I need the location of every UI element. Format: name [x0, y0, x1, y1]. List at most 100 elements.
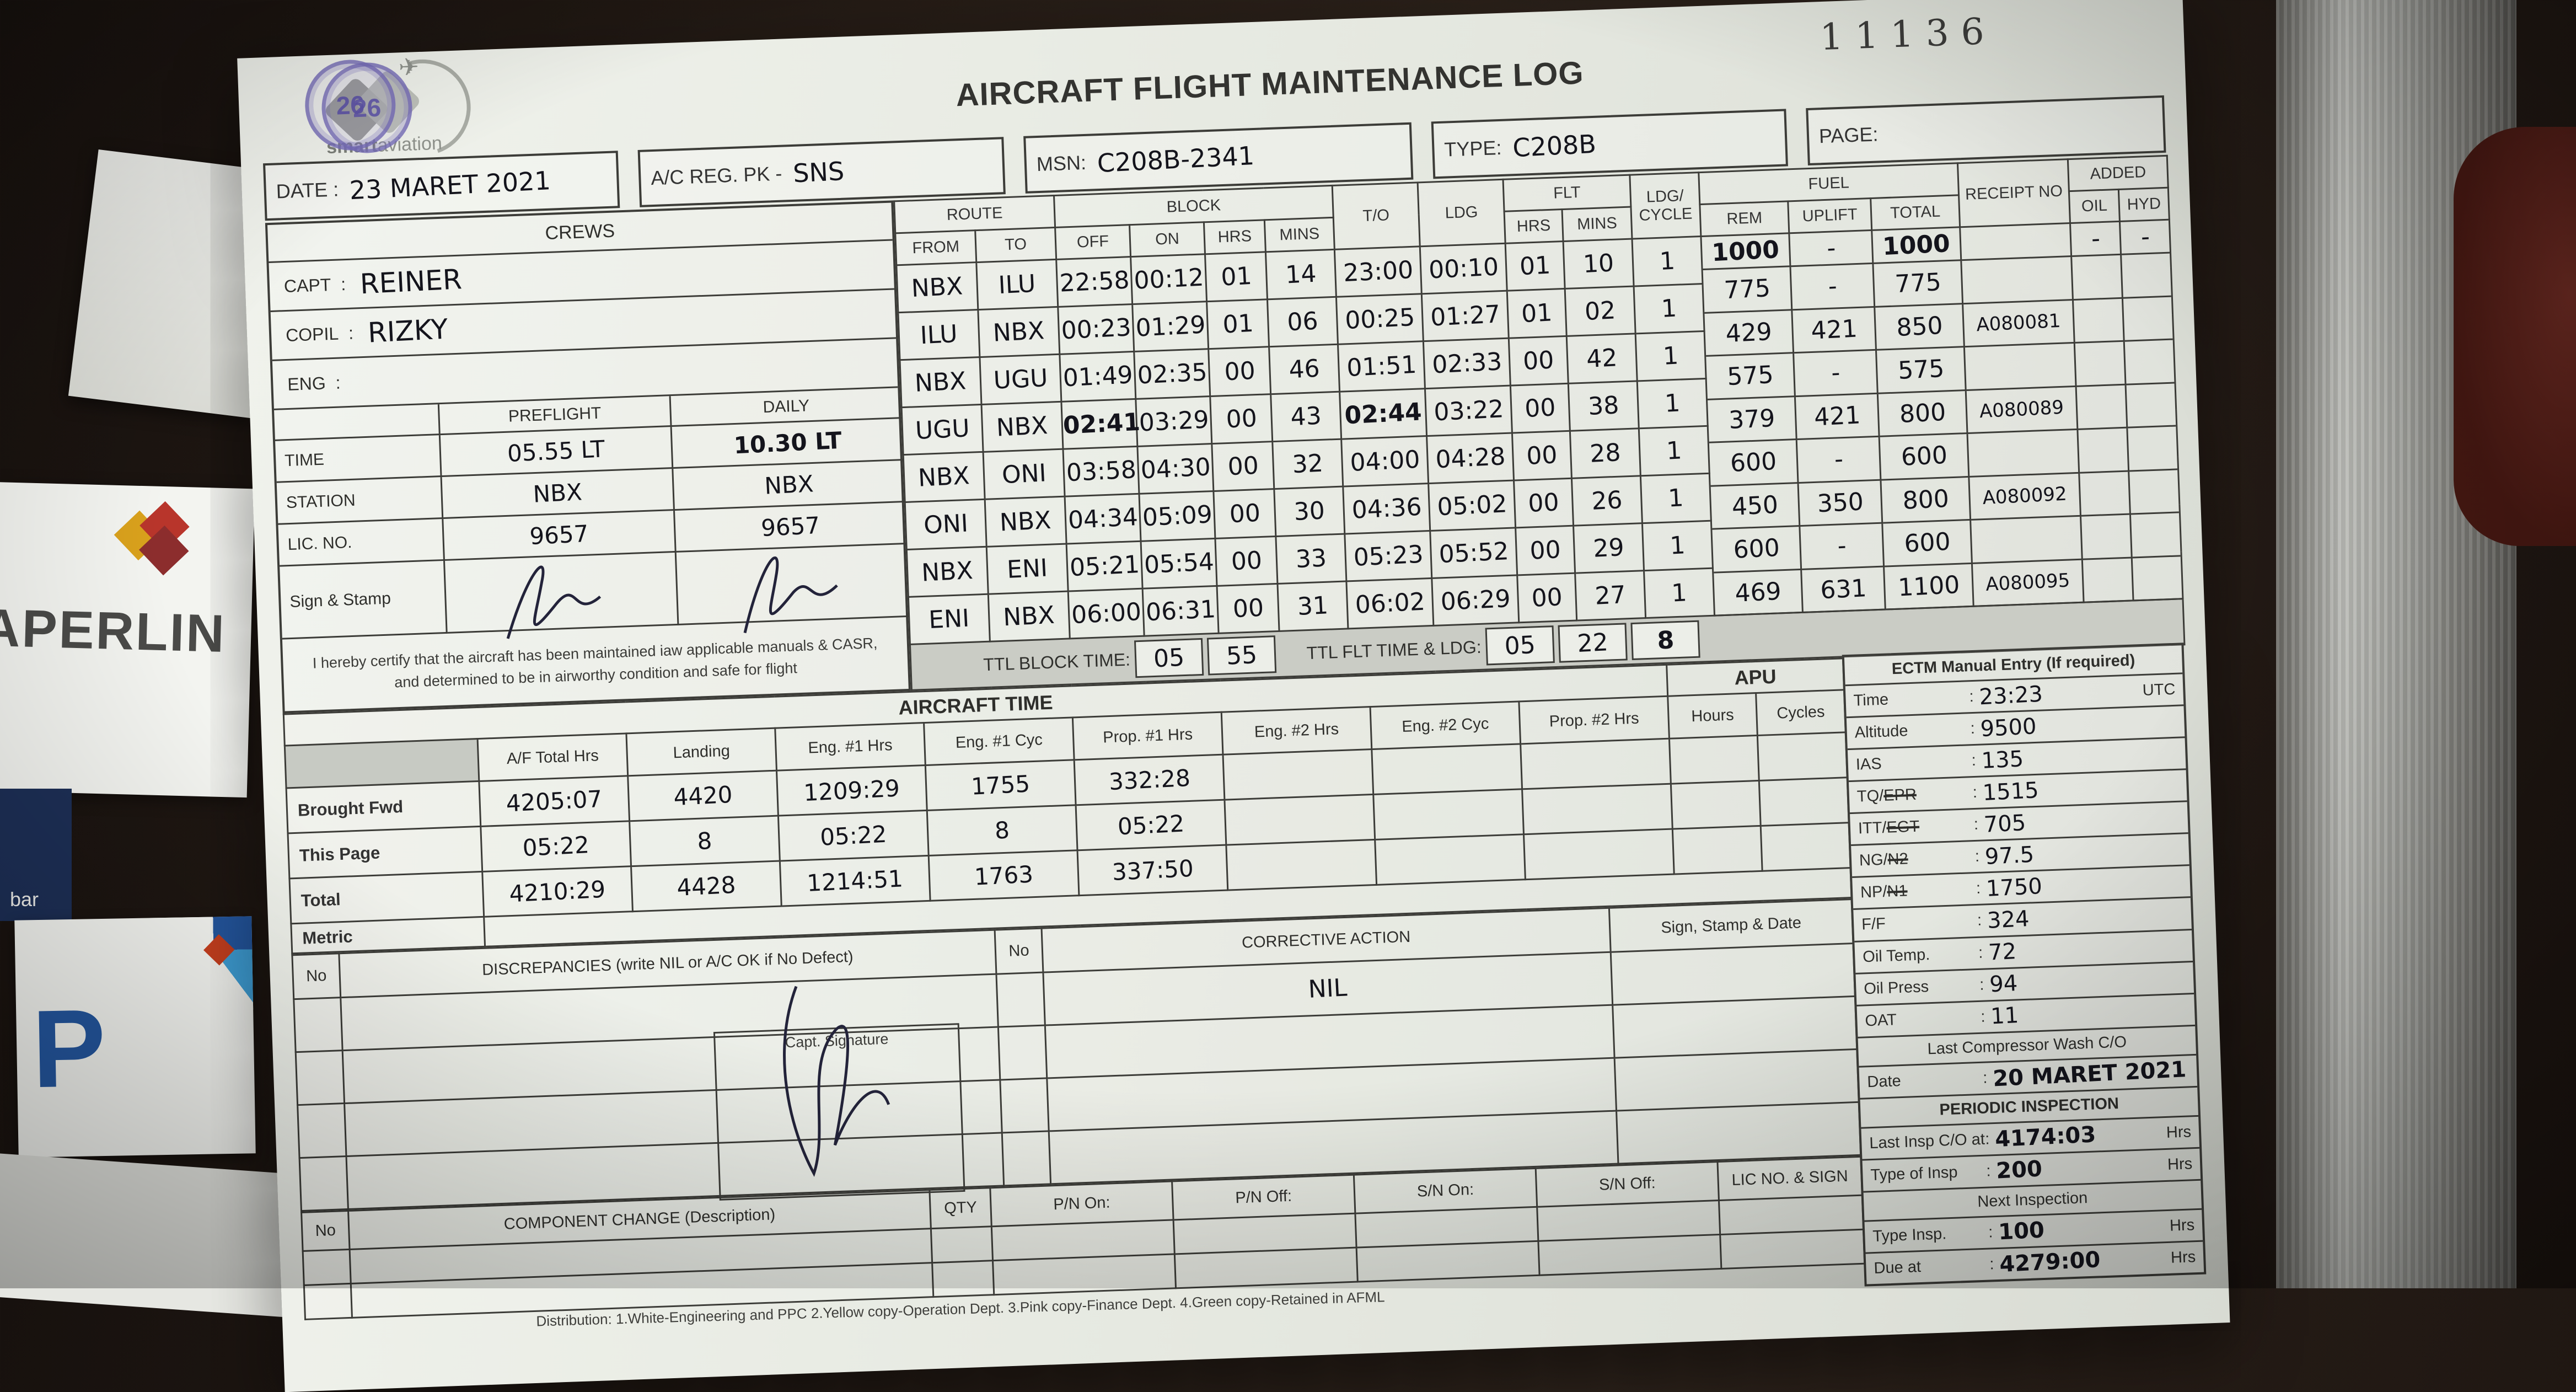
disc-no-cell	[297, 1103, 347, 1158]
cell-cycle: 1	[1635, 331, 1706, 381]
colon: :	[1976, 880, 1981, 898]
cell-to: NBX	[985, 496, 1067, 547]
cell-bhrs: 00	[1215, 536, 1278, 586]
cell	[1224, 794, 1375, 845]
sign-stamp-preflight: 26	[320, 61, 679, 639]
type-label: TYPE:	[1443, 136, 1502, 161]
cycle-header: LDG/ CYCLE	[1629, 172, 1701, 239]
cell-to: ENI	[986, 544, 1069, 595]
cell: 1755	[925, 759, 1076, 811]
cell-off: 00:23	[1058, 304, 1134, 355]
cell-takeoff: 01:51	[1338, 341, 1425, 392]
cell-fhrs: 01	[1507, 288, 1567, 339]
cell-ldg: 02:33	[1423, 338, 1511, 389]
paperlin-text: PAPERLIN	[0, 597, 227, 664]
cell-on: 04:30	[1137, 443, 1214, 494]
label: Oil Press	[1863, 977, 1929, 998]
cell-to: ONI	[983, 449, 1065, 500]
cell-from: NBX	[900, 357, 981, 408]
cell-fmins: 26	[1571, 475, 1643, 526]
fuel-rem: 450	[1710, 483, 1801, 530]
fuel-rem: 469	[1714, 570, 1804, 617]
cell-cycle: 1	[1642, 521, 1713, 571]
fuel-receipt	[1965, 343, 2077, 391]
disc-no-cell	[299, 1156, 348, 1211]
cell	[1671, 780, 1761, 829]
copil-value: RIZKY	[367, 313, 449, 349]
cell-off: 01:49	[1059, 351, 1136, 402]
capt-label: CAPT	[283, 274, 331, 296]
label: Last Insp C/O at	[1869, 1130, 1985, 1152]
sn-on-header: S/N On:	[1354, 1168, 1537, 1214]
cell-on: 05:54	[1141, 538, 1217, 589]
cell-off: 03:58	[1062, 446, 1139, 497]
fuel-total: 575	[1877, 347, 1967, 394]
flight-table-wrap: ROUTE BLOCK T/O LDG FLT LDG/ CYCLE FUEL …	[893, 154, 2186, 691]
fuel-receipt: A080081	[1963, 300, 2075, 348]
struck-epr: EPR	[1883, 785, 1917, 805]
page-label: PAGE:	[1818, 122, 1879, 148]
cell-fhrs: 01	[1505, 241, 1565, 291]
eng2-cyc-header: Eng. #2 Cyc	[1370, 701, 1521, 749]
fuel-uplift: -	[1794, 350, 1879, 397]
value: 135	[1981, 746, 2025, 774]
cell-cycle: 1	[1632, 236, 1703, 286]
added-oil	[2076, 385, 2128, 430]
disc-no-cell	[296, 1050, 345, 1105]
added-hyd	[2123, 297, 2173, 342]
cell-to: NBX	[978, 307, 1060, 357]
cell-to: ILU	[976, 259, 1058, 310]
cell	[931, 1226, 993, 1263]
added-oil	[2075, 341, 2127, 387]
total-label: Total	[289, 871, 484, 924]
flt-hrs-header: HRS	[1504, 209, 1564, 244]
cell-off: 06:00	[1068, 588, 1145, 639]
cell: 1214:51	[780, 855, 931, 907]
landing-count-header: Landing	[626, 728, 777, 776]
cell: 1763	[929, 850, 1079, 901]
msn-label: MSN:	[1036, 151, 1087, 176]
cell-bmins: 06	[1267, 297, 1338, 347]
cell-on: 01:29	[1132, 301, 1209, 352]
fuel-uplift: 631	[1802, 567, 1886, 613]
colon: :	[1989, 1255, 1995, 1273]
station-row-label: STATION	[276, 477, 444, 525]
fuel-receipt: A080092	[1969, 473, 2082, 521]
cell	[1759, 777, 1849, 826]
label: Type of Insp	[1870, 1163, 1958, 1184]
cell-to: UGU	[979, 354, 1061, 405]
cell-on: 03:29	[1135, 396, 1212, 447]
cell-cycle: 1	[1637, 378, 1708, 429]
cell-bmins: 14	[1265, 249, 1337, 299]
colon: :	[340, 274, 346, 294]
label: OAT	[1864, 1010, 1897, 1030]
flight-table: ROUTE BLOCK T/O LDG FLT LDG/ CYCLE FUEL …	[893, 154, 2186, 691]
colon: :	[1977, 912, 1982, 930]
white-floor	[0, 1152, 314, 1319]
cell	[1538, 1234, 1721, 1276]
cell-fhrs: 00	[1509, 336, 1569, 386]
fuel-rem: 429	[1704, 310, 1795, 357]
cell-off: 04:34	[1065, 494, 1141, 544]
copil-label: COPIL	[285, 323, 339, 345]
cell-ldg: 03:22	[1425, 386, 1512, 436]
fuel-receipt: A080095	[1972, 560, 2085, 607]
sign-stamp-daily: 26	[303, 58, 909, 633]
fuel-rem: 600	[1712, 526, 1802, 574]
cell-fmins: 42	[1566, 333, 1638, 384]
fuel-rem: 775	[1703, 267, 1793, 314]
fuel-total: 800	[1881, 477, 1972, 524]
cell	[1720, 1229, 1865, 1269]
fuel-rem: 600	[1709, 440, 1799, 487]
acreg-label: A/C REG. PK -	[650, 162, 783, 190]
cell: 337:50	[1077, 845, 1228, 896]
uplift-header: UPLIFT	[1788, 198, 1872, 233]
fuel-receipt: A080089	[1966, 387, 2079, 434]
added-hyd: -	[2121, 220, 2170, 255]
ca-no-cell	[1000, 1078, 1049, 1133]
cell-cycle: 1	[1640, 473, 1711, 523]
added-hyd	[2130, 513, 2181, 558]
colon: :	[1985, 1162, 1992, 1180]
colon: :	[1973, 816, 1979, 834]
fuel-total: 1100	[1885, 564, 1974, 611]
